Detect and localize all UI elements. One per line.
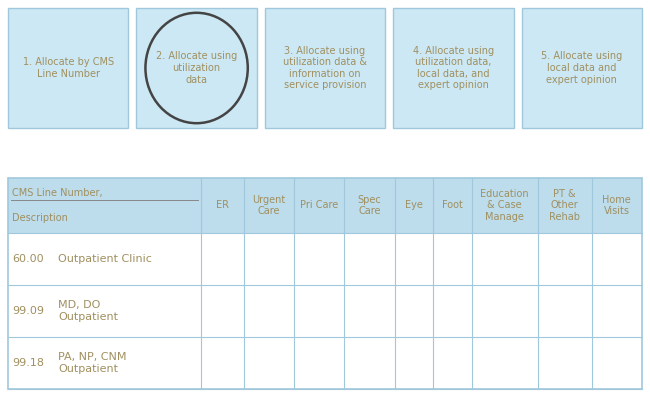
Text: Urgent
Care: Urgent Care	[252, 195, 285, 216]
Text: 1. Allocate by CMS
Line Number: 1. Allocate by CMS Line Number	[23, 57, 114, 79]
FancyBboxPatch shape	[8, 8, 129, 128]
Text: Description: Description	[12, 213, 68, 223]
Text: 5. Allocate using
local data and
expert opinion: 5. Allocate using local data and expert …	[541, 51, 623, 85]
Text: PT &
Other
Rehab: PT & Other Rehab	[549, 189, 580, 222]
Text: ER: ER	[216, 200, 229, 211]
FancyBboxPatch shape	[8, 233, 642, 285]
Text: 3. Allocate using
utilization data &
information on
service provision: 3. Allocate using utilization data & inf…	[283, 46, 367, 90]
Text: 60.00: 60.00	[12, 254, 44, 264]
FancyBboxPatch shape	[521, 8, 642, 128]
Text: Foot: Foot	[442, 200, 463, 211]
Text: Pri Care: Pri Care	[300, 200, 339, 211]
Text: Spec
Care: Spec Care	[358, 195, 382, 216]
Text: MD, DO
Outpatient: MD, DO Outpatient	[58, 300, 118, 322]
Text: Education
& Case
Manage: Education & Case Manage	[480, 189, 529, 222]
Text: Outpatient Clinic: Outpatient Clinic	[58, 254, 152, 264]
Text: 2. Allocate using
utilization
data: 2. Allocate using utilization data	[156, 51, 237, 85]
Text: Eye: Eye	[405, 200, 423, 211]
FancyBboxPatch shape	[8, 285, 642, 337]
FancyBboxPatch shape	[136, 8, 257, 128]
Text: PA, NP, CNM
Outpatient: PA, NP, CNM Outpatient	[58, 352, 127, 374]
Text: 99.18: 99.18	[12, 358, 44, 368]
Text: Home
Visits: Home Visits	[603, 195, 631, 216]
Text: CMS Line Number,: CMS Line Number,	[12, 188, 103, 198]
FancyBboxPatch shape	[265, 8, 385, 128]
FancyBboxPatch shape	[8, 178, 642, 233]
FancyBboxPatch shape	[8, 337, 642, 389]
Text: 99.09: 99.09	[12, 306, 44, 316]
FancyBboxPatch shape	[393, 8, 514, 128]
Text: 4. Allocate using
utilization data,
local data, and
expert opinion: 4. Allocate using utilization data, loca…	[413, 46, 494, 90]
